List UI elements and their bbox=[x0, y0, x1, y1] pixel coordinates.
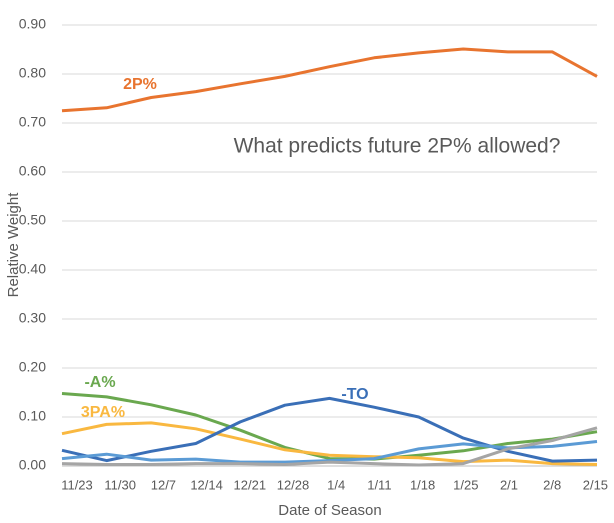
x-tick-label: 2/8 bbox=[543, 477, 561, 492]
series-label: 2P% bbox=[123, 76, 157, 93]
x-tick-label: 12/28 bbox=[277, 477, 310, 492]
x-tick-label: 12/21 bbox=[234, 477, 267, 492]
x-tick-label: 2/1 bbox=[500, 477, 518, 492]
y-tick-label: 0.00 bbox=[19, 457, 46, 473]
x-tick-label: 1/4 bbox=[327, 477, 345, 492]
y-tick-label: 0.90 bbox=[19, 16, 46, 32]
x-tick-label: 1/25 bbox=[453, 477, 478, 492]
y-tick-label: 0.40 bbox=[19, 261, 46, 277]
annotation: What predicts future 2P% allowed? bbox=[234, 135, 561, 158]
series-line bbox=[61, 426, 598, 467]
x-tick-label: 2/15 bbox=[583, 477, 608, 492]
x-tick-label: 1/11 bbox=[367, 477, 391, 492]
y-tick-label: 0.80 bbox=[19, 65, 46, 81]
y-tick-label: 0.20 bbox=[19, 359, 46, 375]
x-axis-label: Date of Season bbox=[278, 502, 381, 519]
series-label: -TO bbox=[341, 386, 368, 403]
y-tick-label: 0.70 bbox=[19, 114, 46, 130]
series-line bbox=[61, 47, 598, 113]
y-tick-label: 0.50 bbox=[19, 212, 46, 228]
x-tick-label: 11/23 bbox=[61, 477, 93, 492]
x-tick-label: 12/7 bbox=[151, 477, 176, 492]
y-tick-label: 0.30 bbox=[19, 310, 46, 326]
series-line bbox=[61, 421, 598, 466]
series-line bbox=[61, 396, 598, 463]
x-tick-label: 12/14 bbox=[190, 477, 223, 492]
series-label: -A% bbox=[84, 374, 115, 391]
series-line bbox=[61, 392, 598, 461]
series-label: 3PA% bbox=[81, 404, 125, 421]
y-axis-label: Relative Weight bbox=[5, 192, 22, 298]
x-tick-label: 11/30 bbox=[104, 477, 136, 492]
x-tick-label: 1/18 bbox=[410, 477, 435, 492]
y-tick-label: 0.10 bbox=[19, 408, 46, 424]
y-tick-label: 0.60 bbox=[19, 163, 46, 179]
